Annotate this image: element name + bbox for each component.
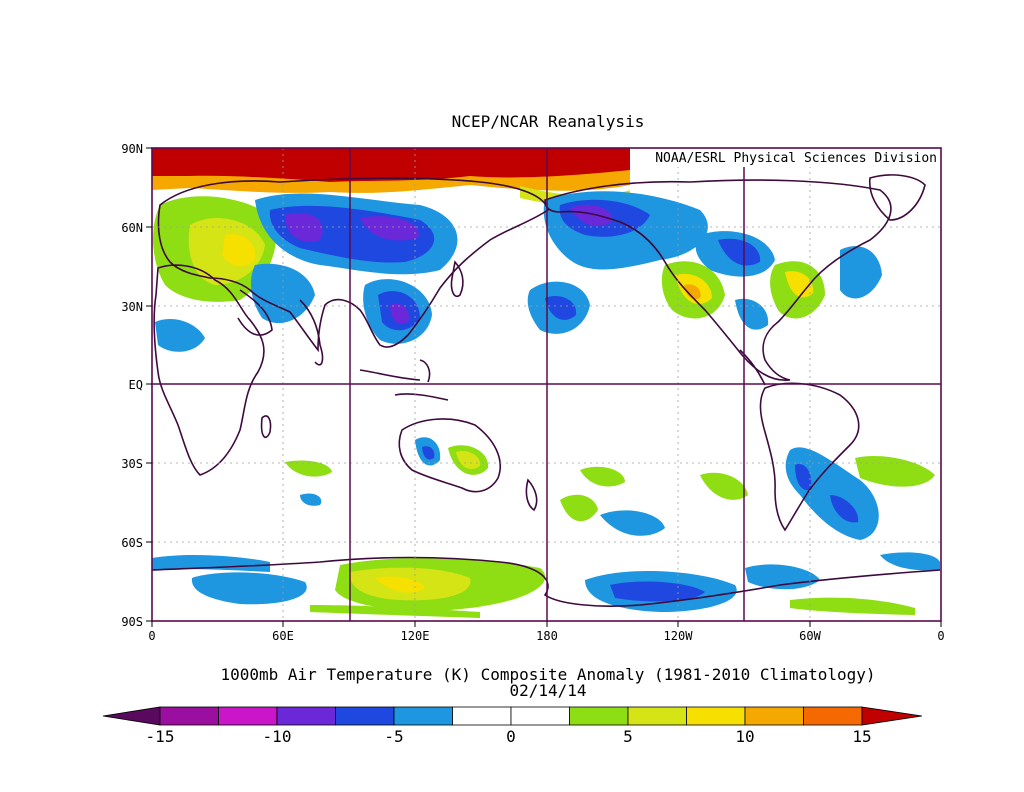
lat-label-30s: 30S — [121, 457, 143, 471]
colorbar-label-10: 10 — [735, 727, 754, 746]
colorbar-label-minus5: -5 — [384, 727, 403, 746]
south-pacific-warm-3 — [580, 466, 625, 487]
colorbar-cell — [452, 706, 512, 726]
south-america-coast — [759, 382, 860, 532]
lon-label-60w: 60W — [799, 629, 821, 643]
antarctic-warm-east — [790, 597, 915, 615]
lon-label-60e: 60E — [272, 629, 294, 643]
atlantic-warm-yellow — [785, 271, 814, 298]
antarctica-coast — [151, 556, 941, 607]
antarctic-warm-mid — [310, 605, 480, 618]
anomaly-field — [152, 148, 940, 618]
china-cold-violet — [390, 303, 409, 325]
antarctic-cold-far-east — [880, 552, 940, 571]
arabia-coast — [237, 289, 273, 336]
australia-coast — [398, 418, 502, 493]
south-pacific-warm-1 — [560, 494, 598, 522]
reference-lines — [152, 148, 941, 621]
south-pacific-cold — [600, 510, 665, 536]
australia-cold-blue — [422, 446, 435, 460]
colorbar-cells — [159, 706, 863, 726]
lat-label-90n: 90N — [121, 142, 143, 156]
colorbar-cell — [393, 706, 453, 726]
south-america-cold-blue — [795, 464, 859, 523]
lon-label-0-west: 0 — [148, 629, 155, 643]
madagascar-coast — [260, 415, 272, 439]
colorbar-cell — [803, 706, 863, 726]
south-atlantic-warm — [855, 455, 935, 487]
colorbar-cell — [510, 706, 570, 726]
lon-label-0-east: 0 — [937, 629, 944, 643]
arctic-warm-red — [152, 148, 630, 182]
japan-coast — [450, 260, 464, 297]
lat-label-90s: 90S — [121, 615, 143, 629]
central-america-coast — [739, 349, 766, 386]
lat-label-60s: 60S — [121, 536, 143, 550]
colorbar-label-0: 0 — [506, 727, 516, 746]
credit-box — [631, 148, 940, 167]
alaska-cold-violet — [570, 204, 613, 226]
siberia-cold-violet — [285, 212, 419, 242]
canada-cold-blue — [718, 238, 761, 266]
credit-label: NOAA/ESRL Physical Sciences Division — [655, 151, 937, 166]
colorbar-cell — [569, 706, 629, 726]
colorbar-label-5: 5 — [623, 727, 633, 746]
greenland-coast — [868, 174, 926, 221]
colorbar-label-15: 15 — [852, 727, 871, 746]
colorbar-cell — [159, 706, 219, 726]
eurasia-coast — [157, 177, 549, 353]
map-title: NCEP/NCAR Reanalysis — [452, 112, 645, 131]
africa-coast — [153, 264, 265, 476]
colorbar-under-arrow — [102, 706, 161, 726]
grid — [152, 148, 941, 621]
australia-warm-yellow — [456, 450, 481, 470]
lon-label-180: 180 — [536, 629, 558, 643]
colorbar-cell — [686, 706, 746, 726]
colorbar-label-minus15: -15 — [146, 727, 175, 746]
pacific-cold-blue — [545, 295, 577, 320]
lat-label-eq: EQ — [129, 378, 143, 392]
india-coast — [299, 299, 324, 366]
lon-labels: 0 60E 120E 180 120W 60W 0 — [148, 629, 944, 643]
coastlines — [151, 174, 941, 607]
usa-west-warm-orange — [684, 284, 701, 300]
lat-label-30n: 30N — [121, 300, 143, 314]
atlantic-cold — [840, 246, 882, 299]
colorbar-cell — [218, 706, 278, 726]
axis-ticks — [146, 147, 942, 627]
colorbar-cell — [335, 706, 395, 726]
antarctic-cold-west — [191, 572, 307, 605]
indonesia-coast — [359, 359, 449, 401]
colorbar-cell — [276, 706, 336, 726]
west-indian-cold — [155, 318, 205, 352]
colorbar-cell — [627, 706, 687, 726]
north-america-coast — [544, 179, 892, 381]
lon-label-120e: 120E — [401, 629, 430, 643]
caption-line-1: 1000mb Air Temperature (K) Composite Ano… — [220, 665, 875, 684]
antarctic-cold-band — [152, 555, 270, 572]
colorbar-labels: -15 -10 -5 0 5 10 15 — [146, 727, 872, 746]
caption-line-2: 02/14/14 — [509, 681, 586, 700]
europe-warm-gold — [222, 234, 256, 267]
lat-labels: 90N 60N 30N EQ 30S 60S 90S — [121, 142, 143, 629]
south-indian-cold — [300, 493, 322, 506]
lon-label-120w: 120W — [664, 629, 694, 643]
colorbar-label-minus10: -10 — [263, 727, 292, 746]
colorbar — [102, 706, 923, 726]
colorbar-over-arrow — [861, 706, 923, 726]
antarctic-warm-gold — [375, 576, 425, 593]
lat-label-60n: 60N — [121, 221, 143, 235]
south-pacific-warm-2 — [700, 472, 748, 500]
antarctic-cold-east-blue — [610, 581, 705, 602]
indian-ocean-warm — [285, 460, 332, 477]
colorbar-cell — [744, 706, 804, 726]
new-zealand-coast — [525, 478, 538, 512]
